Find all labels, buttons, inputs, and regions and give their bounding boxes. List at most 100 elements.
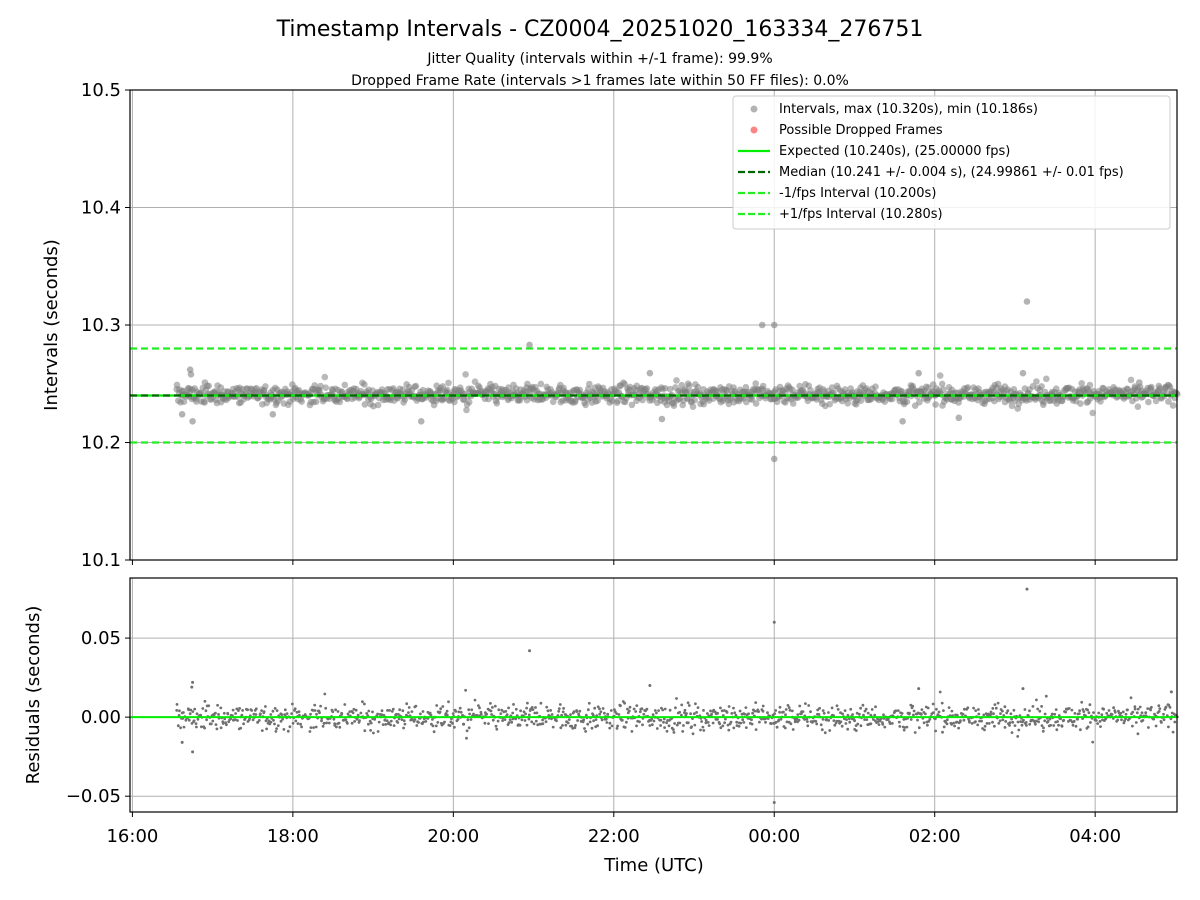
residual-point [919, 713, 923, 716]
residual-point [1049, 723, 1052, 727]
interval-point [1008, 402, 1016, 410]
residual-point [1081, 708, 1085, 711]
residual-point [744, 726, 748, 729]
residual-point [479, 710, 483, 714]
residual-point [709, 709, 712, 713]
residuals-y-label: Residuals (seconds) [23, 606, 44, 785]
intervals-y-tick-label: 10.2 [81, 433, 121, 454]
interval-outlier-point [417, 418, 425, 425]
residual-point [259, 712, 262, 716]
residual-point [309, 712, 312, 716]
residual-point [296, 722, 300, 725]
residual-point [1077, 712, 1081, 715]
residual-point [747, 712, 750, 716]
residual-point [1144, 711, 1148, 715]
residual-point [686, 701, 690, 705]
residual-point [630, 730, 634, 733]
residual-point [968, 720, 971, 724]
residual-point [625, 720, 628, 724]
residual-point [545, 705, 549, 709]
residual-point [401, 709, 405, 713]
residual-point [1044, 694, 1048, 698]
residual-point [1073, 712, 1077, 715]
residual-point [522, 710, 526, 714]
residual-point [369, 729, 372, 732]
legend-marker-dropped [750, 126, 758, 134]
residual-point [582, 718, 586, 722]
residual-point [338, 725, 342, 729]
residual-point [937, 710, 941, 714]
residual-point [534, 706, 537, 709]
residual-point [367, 709, 371, 713]
residual-point [782, 710, 785, 714]
residual-point [902, 728, 906, 732]
interval-point [700, 400, 708, 408]
residual-point [363, 729, 367, 733]
interval-point [628, 401, 636, 409]
residual-point [1031, 705, 1035, 708]
residual-point [872, 718, 875, 721]
residual-point [246, 708, 250, 712]
residual-point [970, 722, 974, 725]
residual-point [429, 713, 433, 717]
dropped-frame-subtitle: Dropped Frame Rate (intervals >1 frames … [351, 73, 849, 89]
residual-point [953, 724, 956, 728]
residual-outlier-point [772, 801, 776, 805]
residual-point [583, 727, 586, 730]
residual-point [692, 712, 696, 716]
residual-point [439, 707, 443, 711]
residual-point [1086, 725, 1090, 729]
residual-point [615, 727, 619, 730]
time-x-tick-label: 22:00 [588, 826, 640, 847]
residual-point [298, 713, 301, 717]
residual-point [419, 712, 422, 716]
residual-point [858, 712, 861, 716]
residual-point [650, 723, 654, 727]
residual-point [608, 721, 612, 725]
residual-point [789, 722, 793, 726]
interval-point [201, 399, 208, 406]
residual-point [1121, 710, 1125, 714]
residual-point [642, 712, 646, 716]
residual-point [1087, 711, 1091, 715]
residual-point [800, 712, 803, 716]
residual-point [470, 708, 474, 712]
residual-point [663, 726, 666, 729]
residual-point [835, 719, 839, 723]
residual-point [541, 722, 545, 726]
residual-outlier-point [190, 685, 194, 689]
residual-point [588, 720, 592, 724]
residual-point [685, 712, 688, 715]
residual-point [214, 711, 217, 715]
residual-point [1003, 726, 1007, 729]
residual-point [1078, 709, 1081, 713]
residual-point [382, 713, 386, 717]
residual-point [668, 708, 672, 712]
interval-outlier-point [758, 321, 766, 329]
interval-point [639, 396, 646, 404]
residual-point [596, 724, 599, 728]
residual-point [1006, 709, 1010, 713]
residual-point [273, 707, 277, 710]
residual-point [1050, 712, 1054, 716]
residual-point [651, 713, 655, 717]
residual-point [727, 705, 731, 708]
residual-point [710, 712, 713, 716]
residual-point [312, 726, 315, 729]
residual-point [1023, 708, 1027, 711]
residual-point [179, 726, 183, 730]
residual-point [1110, 713, 1114, 716]
residual-point [1131, 710, 1135, 714]
residual-point [866, 711, 870, 715]
residual-point [662, 717, 666, 721]
residual-point [1167, 703, 1171, 707]
residual-point [827, 711, 830, 714]
interval-outlier-point [1135, 379, 1143, 386]
residual-point [385, 719, 389, 723]
residual-point [980, 719, 983, 723]
residual-point [275, 727, 278, 730]
residual-point [390, 710, 394, 713]
residual-point [719, 726, 723, 730]
residual-point [662, 720, 665, 724]
residual-point [764, 720, 767, 724]
